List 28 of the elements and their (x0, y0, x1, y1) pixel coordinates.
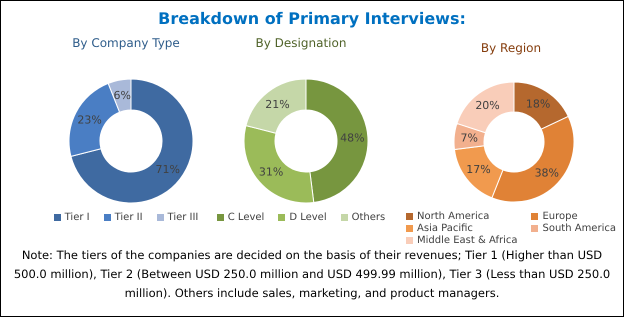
data-label: 31% (258, 165, 284, 178)
data-label: 17% (466, 163, 491, 176)
legend-label: North America (416, 211, 490, 222)
data-label: 18% (526, 98, 550, 111)
data-label: 23% (77, 113, 102, 126)
text: Breakdown of Primary Interviews: (157, 9, 467, 28)
data-label: 38% (534, 166, 560, 180)
legend-label: D Level (288, 212, 327, 223)
data-label: 7% (460, 131, 478, 144)
chart-subtitle: By Company Type (71, 36, 181, 52)
data-label: 21% (265, 98, 290, 111)
legend-label: Others (350, 212, 386, 223)
legend-label: Tier I (64, 212, 90, 223)
text: Note: The tiers of the companies are decided on the basis of their revenues; Tier 1 (Higher than USD 500.0 million), Tier 2 (Between USD 250.0 million and USD 499.99 million), Tier 3 (Less than USD 250.0 million). Others include sales, marketing, and product managers. (12, 247, 612, 302)
legend-label: Middle East & Africa (416, 235, 518, 246)
data-label: 20% (475, 99, 500, 112)
legend-label: Tier II (114, 212, 143, 223)
legend-label: Europe (541, 211, 579, 222)
data-label: 71% (156, 163, 180, 176)
legend-label: Tier III (166, 212, 198, 223)
chart-subtitle: By Region (480, 41, 542, 57)
donut-slice (70, 78, 194, 204)
data-label: 48% (340, 132, 365, 145)
data-label: 6% (114, 88, 132, 102)
chart-subtitle: By Designation (254, 36, 348, 52)
legend-label: Asia Pacific (416, 223, 474, 234)
legend-label: C Level (226, 212, 264, 223)
legend-label: South America (541, 223, 616, 234)
